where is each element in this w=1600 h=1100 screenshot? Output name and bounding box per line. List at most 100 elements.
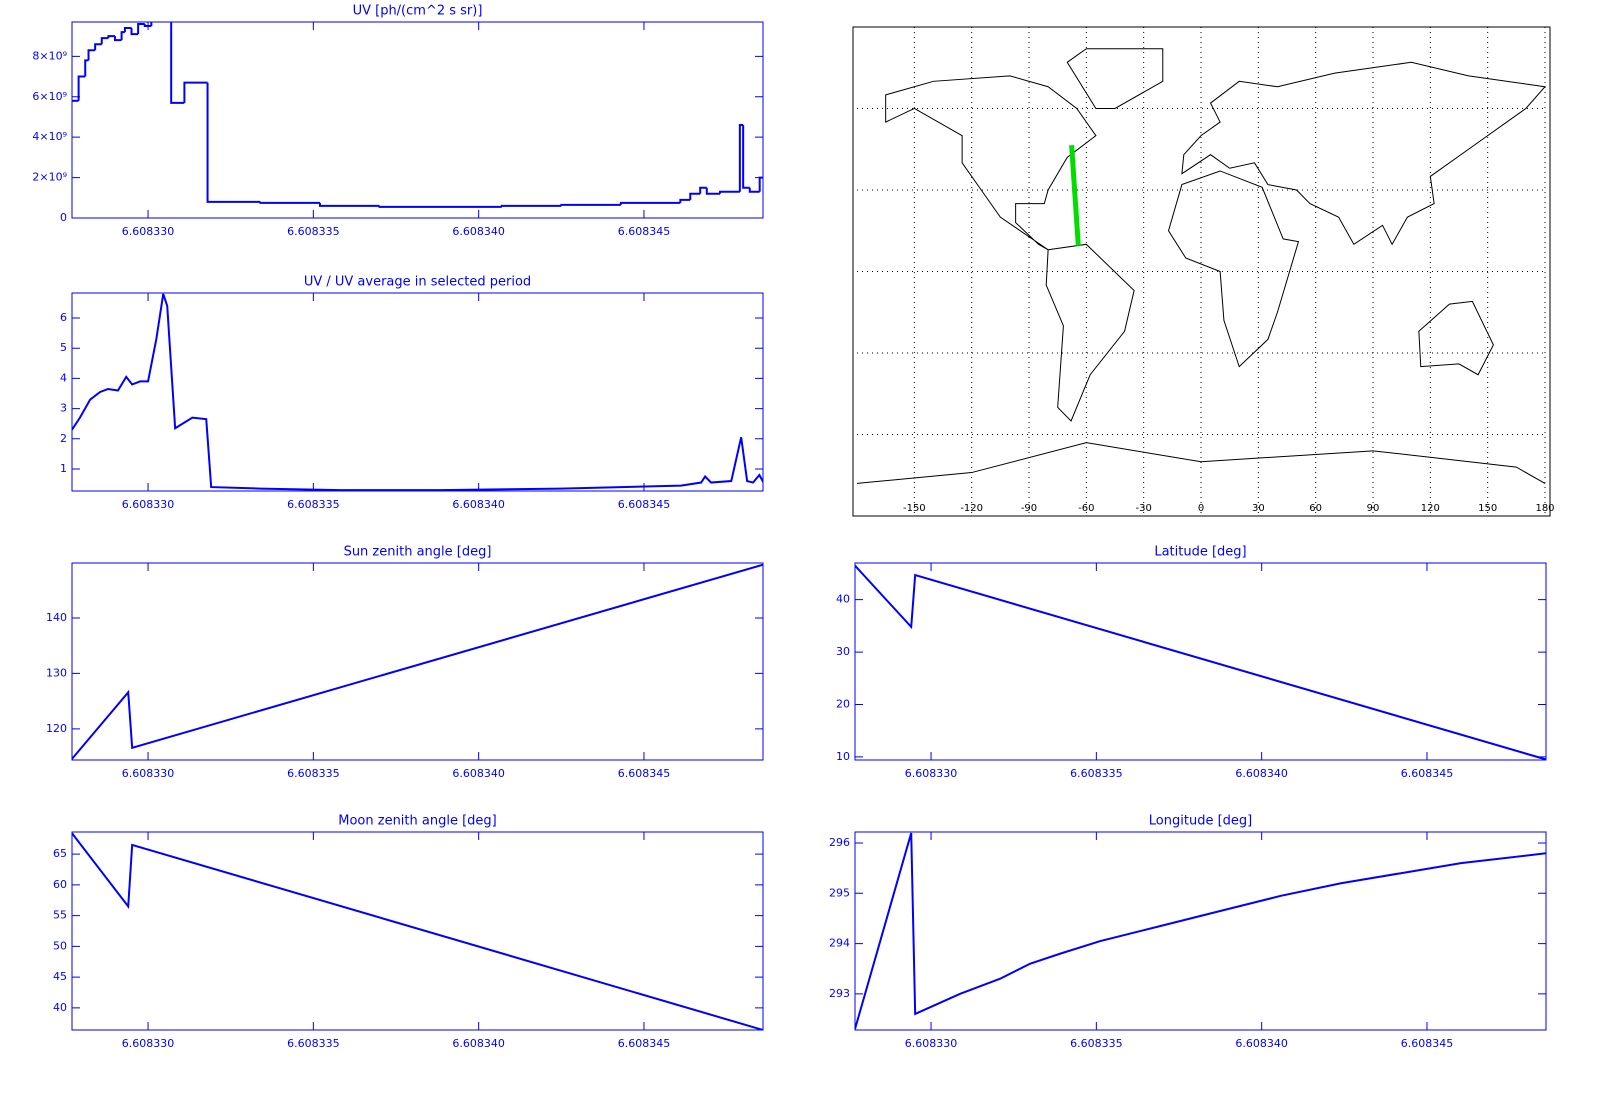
x-tick-label: 6.608335 <box>287 1037 340 1050</box>
chart-title: Moon zenith angle [deg] <box>338 814 496 829</box>
step <box>500 204 562 207</box>
step <box>113 36 122 42</box>
x-tick-label: 6.608335 <box>287 498 340 511</box>
x-tick-label: 0 <box>1198 503 1204 514</box>
step <box>130 28 139 36</box>
chart-title: UV [ph/(cm^2 s sr)] <box>353 4 483 19</box>
x-tick-label: 6.608345 <box>618 225 671 238</box>
plot-frame <box>71 831 764 1031</box>
x-tick-label: 6.608330 <box>122 225 175 238</box>
x-tick-label: 6.608340 <box>452 1037 505 1050</box>
line <box>1069 145 1081 246</box>
y-tick-label: 2×10⁹ <box>32 171 67 184</box>
y-tick-label: 140 <box>46 611 67 624</box>
line <box>72 563 763 760</box>
y-tick-label: 295 <box>829 886 850 899</box>
y-tick-label: 120 <box>46 722 67 735</box>
x-tick-label: -30 <box>1135 503 1151 514</box>
y-tick-label: 4×10⁹ <box>32 130 67 143</box>
x-tick-label: 60 <box>1309 503 1322 514</box>
plot-area <box>72 293 763 491</box>
y-tick-label: 1 <box>60 462 67 475</box>
x-tick-label: 6.608340 <box>452 225 505 238</box>
step <box>742 125 750 189</box>
x-tick-label: 6.608335 <box>287 767 340 780</box>
step <box>150 22 153 27</box>
x-tick-label: 6.608340 <box>1235 767 1288 780</box>
y-tick-label: 0 <box>60 211 67 224</box>
x-tick-label: 6.608330 <box>122 767 175 780</box>
plot-frame <box>71 292 764 492</box>
step <box>699 186 707 194</box>
y-tick-label: 30 <box>836 645 850 658</box>
plot-area <box>72 832 763 1030</box>
plot-area <box>72 563 763 760</box>
step <box>679 198 691 203</box>
x-tick-label: 90 <box>1367 503 1380 514</box>
step <box>94 43 102 51</box>
step <box>705 187 721 195</box>
step <box>107 35 115 39</box>
step <box>619 201 681 205</box>
x-tick-label: 30 <box>1252 503 1265 514</box>
x-tick-label: 6.608330 <box>122 1037 175 1050</box>
step <box>689 192 701 200</box>
x-tick-label: 6.608340 <box>452 498 505 511</box>
step <box>748 187 760 193</box>
line <box>855 564 1546 760</box>
step <box>137 23 145 35</box>
x-tick-label: 6.608335 <box>287 225 340 238</box>
x-tick-label: 6.608345 <box>618 767 671 780</box>
y-tick-label: 6 <box>60 311 67 324</box>
plot-area <box>855 564 1546 760</box>
y-tick-label: 6×10⁹ <box>32 90 67 103</box>
y-tick-label: 294 <box>829 937 850 950</box>
y-tick-label: 293 <box>829 987 850 1000</box>
x-tick-label: -150 <box>903 503 926 514</box>
step <box>560 203 621 206</box>
x-tick-label: 6.608335 <box>1070 1037 1123 1050</box>
plot-frame <box>71 562 764 761</box>
y-tick-label: 40 <box>53 1001 67 1014</box>
chart-title: UV / UV average in selected period <box>304 275 531 290</box>
y-tick-label: 5 <box>60 341 67 354</box>
chart-title: Sun zenith angle [deg] <box>344 545 492 560</box>
x-tick-label: 6.608330 <box>905 1037 958 1050</box>
line <box>72 293 763 491</box>
x-tick-label: 120 <box>1421 503 1440 514</box>
plot-area <box>855 832 1546 1030</box>
plot-area <box>1069 145 1081 246</box>
x-tick-label: 6.608340 <box>452 767 505 780</box>
y-tick-label: 8×10⁹ <box>32 49 67 62</box>
step <box>758 176 763 192</box>
step <box>143 24 152 28</box>
y-tick-label: 4 <box>60 371 67 384</box>
y-tick-label: 10 <box>836 750 850 763</box>
chart-title: Latitude [deg] <box>1154 545 1246 560</box>
step <box>318 202 380 207</box>
y-tick-label: 3 <box>60 402 67 415</box>
plot-frame <box>854 562 1547 761</box>
y-tick-label: 296 <box>829 836 850 849</box>
step <box>100 37 109 45</box>
y-tick-label: 40 <box>836 593 850 606</box>
x-tick-label: 6.608335 <box>1070 767 1123 780</box>
x-tick-label: 6.608345 <box>618 1037 671 1050</box>
y-tick-label: 2 <box>60 432 67 445</box>
plot-frame <box>71 21 764 219</box>
y-tick-label: 55 <box>53 909 67 922</box>
x-tick-label: 180 <box>1535 503 1554 514</box>
x-tick-label: 6.608340 <box>1235 1037 1288 1050</box>
chart-title: Longitude [deg] <box>1149 814 1252 829</box>
step <box>77 75 86 101</box>
y-tick-label: 130 <box>46 666 67 679</box>
coastlines <box>857 49 1545 484</box>
x-tick-label: 6.608330 <box>122 498 175 511</box>
y-tick-label: 45 <box>53 970 67 983</box>
step <box>259 201 320 204</box>
step <box>170 22 185 104</box>
step <box>719 190 740 194</box>
x-tick-label: 150 <box>1478 503 1497 514</box>
line <box>855 832 1546 1030</box>
